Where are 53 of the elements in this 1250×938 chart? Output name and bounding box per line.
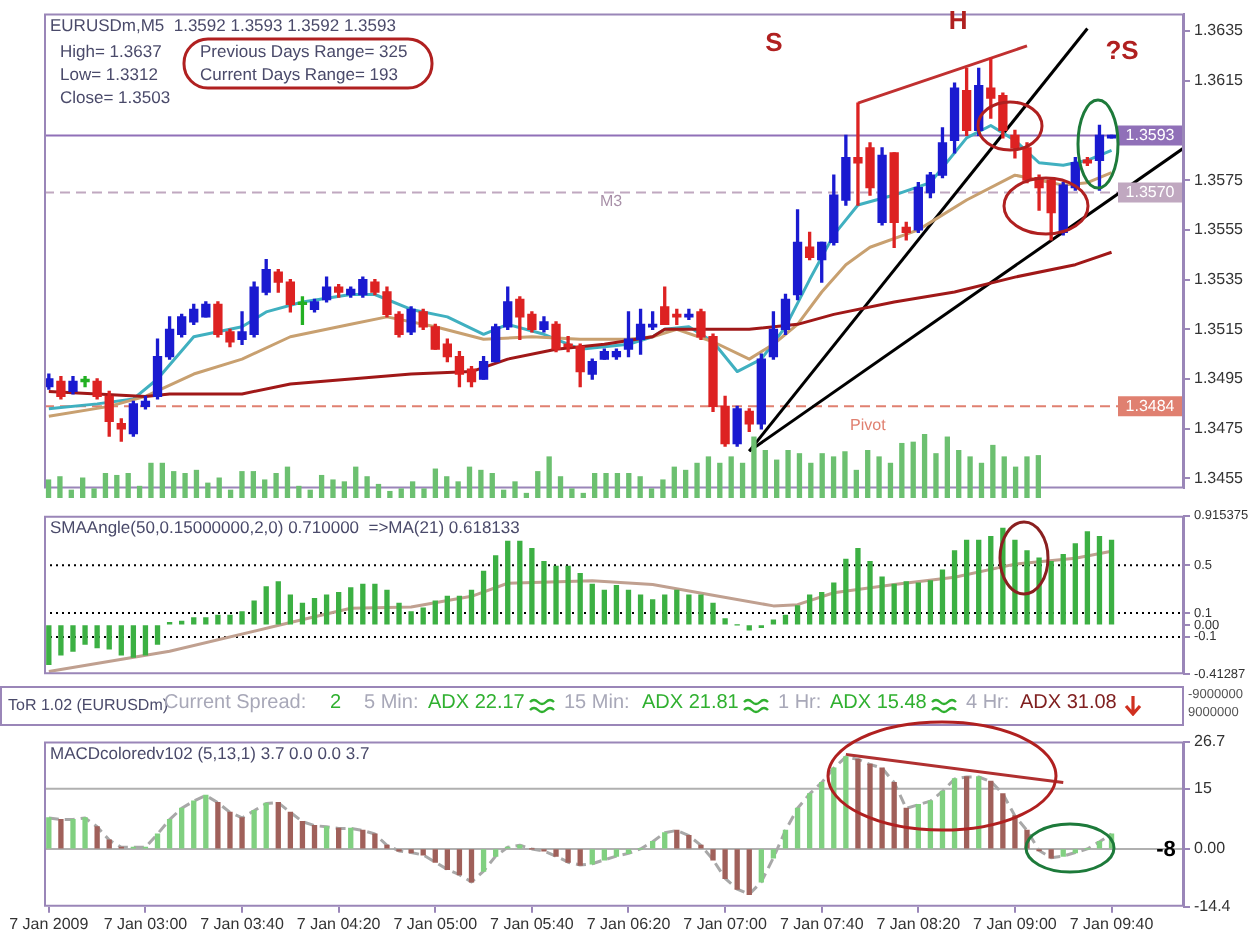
y-tick-label: 1.3635 [1194,21,1245,40]
x-tick-label: 7 Jan 03:00 [103,914,189,933]
text: 1 Hr: [778,692,822,714]
y-tick-label: 1.3455 [1194,468,1245,487]
text: ToR 1.02 (EURUSDm) [8,696,169,714]
annotation: Low= 1.3312 [60,64,159,85]
annotation: H [948,5,968,36]
y-tick-label: 1.3615 [1194,71,1245,90]
x-tick-label: 7 Jan 09:00 [973,914,1058,933]
text: Current Spread: [164,692,307,714]
annotation: Current Days Range= 193 [200,64,399,85]
x-tick-label: 7 Jan 2009 [9,914,90,933]
text: 15 Min: [564,692,630,714]
annotation: High= 1.3637 [60,41,163,62]
x-tick-label: 7 Jan 08:20 [876,914,962,933]
y-tick-label: 1.3515 [1194,319,1245,338]
text: 4 Hr: [966,692,1010,714]
annotation: ?S [1105,35,1140,66]
annotation: Previous Days Range= 325 [200,41,408,62]
x-tick-label: 7 Jan 07:40 [779,914,865,933]
text: ADX 15.48 [830,692,927,714]
chart-title: SMAAngle(50,0.15000000,2,0) 0.710000 =>MA(21) 0.618133 [50,516,521,537]
ref-line-label: 1.3593 [1125,125,1176,144]
ref-line-label: 1.3570 [1125,182,1176,201]
x-tick-label: 7 Jan 04:20 [296,914,382,933]
y-tick-label: 1.3495 [1194,369,1245,388]
x-tick-label: 7 Jan 06:20 [586,914,672,933]
y-tick-label: 15 [1194,779,1213,798]
text: ADX 21.81 [642,692,739,714]
y-tick-label: 1.3535 [1194,269,1245,288]
chart-title: MACDcoloredv102 (5,13,1) 3.7 0.0 0.0 3.7 [50,742,370,763]
annotation: S [765,27,784,58]
text: 2 [330,692,342,714]
text: ADX 22.17 [428,692,525,714]
y-tick-label: 1.3575 [1194,170,1245,189]
annotation: Pivot [850,416,888,435]
y-tick-label: 0.00 [1194,839,1227,858]
text: ADX 31.08 [1020,692,1117,714]
x-tick-label: 7 Jan 05:40 [490,914,575,933]
y-tick-label: -14.4 [1194,897,1232,916]
y-tick-label: 26.7 [1194,732,1227,751]
text: 5 Min: [364,692,419,714]
x-tick-label: 7 Jan 05:00 [393,914,479,933]
x-tick-label: 7 Jan 03:40 [200,914,285,933]
ref-line-label: 1.3484 [1125,396,1176,415]
annotation: M3 [600,192,624,211]
annotation: Close= 1.3503 [60,87,171,108]
x-tick-label: 7 Jan 07:00 [683,914,769,933]
y-tick-label: 1.3475 [1194,419,1245,438]
x-tick-label: 7 Jan 09:40 [1069,914,1155,933]
y-tick-label: 1.3555 [1194,220,1245,239]
chart-title: EURUSDm,M5 1.3592 1.3593 1.3592 1.3593 [50,14,397,35]
annotation: -8 [1156,838,1176,863]
